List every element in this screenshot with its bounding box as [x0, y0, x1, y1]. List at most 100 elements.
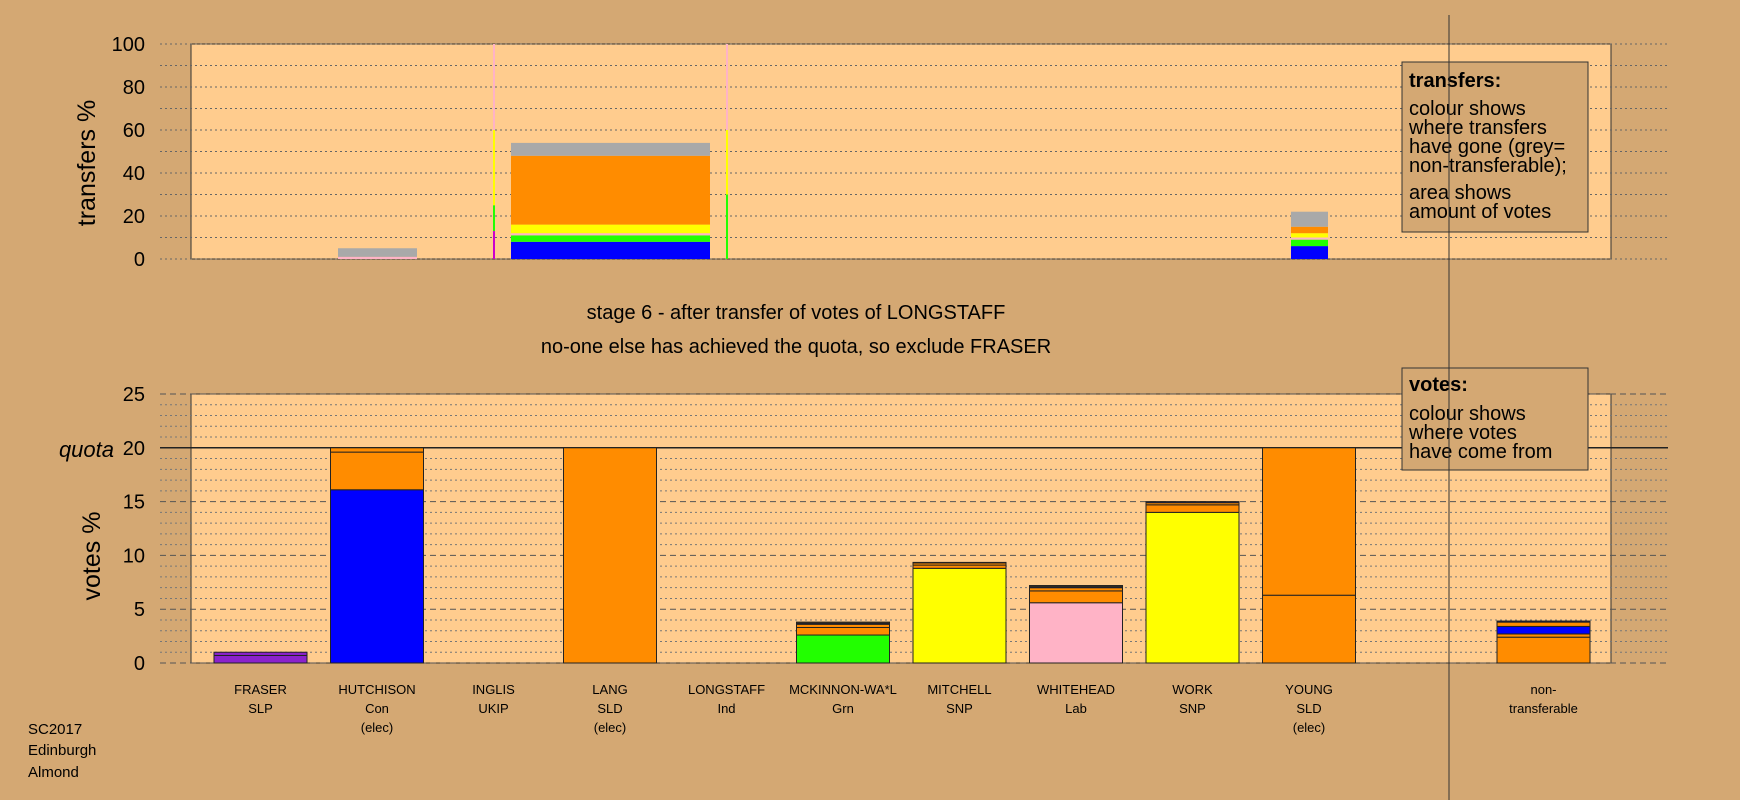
- y-tick-label: 15: [123, 492, 145, 514]
- votes-note-box: [1401, 367, 1589, 471]
- vote-segment-con: [1145, 501, 1240, 504]
- y-tick-label: 5: [134, 599, 145, 621]
- vote-segment-con: [330, 489, 424, 664]
- transfers-note-line: colour shows: [1409, 98, 1526, 120]
- candidate-party: Grn: [832, 701, 854, 716]
- candidate-name: non-: [1530, 682, 1556, 697]
- y-tick-label: 100: [112, 34, 145, 56]
- candidate-party: SLD: [597, 701, 622, 716]
- candidate-name: HUTCHISON: [338, 682, 415, 697]
- transfers-y-ticks: 0 20 40 60 80 100: [112, 34, 145, 271]
- candidate-status: (elec): [594, 720, 627, 735]
- vote-segment-sld: [330, 447, 424, 453]
- candidate-status: (elec): [361, 720, 394, 735]
- vote-segment-con: [912, 561, 1007, 564]
- transfers-note-line: have gone (grey=: [1409, 136, 1565, 158]
- transfers-note-line: where transfers: [1408, 117, 1547, 139]
- candidate-party: SLP: [248, 701, 273, 716]
- vote-segment-sld: [1029, 585, 1123, 588]
- transfer-segment-nontransferable: [338, 248, 417, 257]
- vote-segment-sld: [330, 451, 424, 491]
- footer-council: Edinburgh: [28, 742, 96, 759]
- candidate-name: FRASER: [234, 682, 287, 697]
- vote-segment-con: [1496, 625, 1591, 635]
- votes-note-line: where votes: [1408, 422, 1517, 444]
- vote-segment-sld: [1496, 621, 1591, 627]
- candidate-name: LANG: [592, 682, 627, 697]
- footer-ward: Almond: [28, 764, 79, 781]
- transfers-note-title: transfers:: [1409, 70, 1501, 92]
- candidate-name: LONGSTAFF: [688, 682, 765, 697]
- candidate-party: Ind: [717, 701, 735, 716]
- vote-segment-sld: [1262, 447, 1356, 596]
- transfer-segment-con: [1291, 246, 1328, 259]
- candidate-party: SNP: [1179, 701, 1206, 716]
- vote-segment-con: [1496, 620, 1591, 623]
- candidate-name: MCKINNON-WA*L: [789, 682, 897, 697]
- vote-segment-sld: [563, 447, 657, 664]
- transfers-note-line: area shows: [1409, 182, 1511, 204]
- transfer-segment-sld: [511, 155, 710, 225]
- transfer-segment-snp: [1291, 233, 1328, 238]
- transfers-y-axis-label: transfers %: [73, 100, 101, 226]
- transfer-source-markers: [493, 44, 728, 259]
- transfer-segment-grn: [511, 235, 710, 242]
- quota-label: quota: [59, 437, 114, 462]
- candidate-status: (elec): [1293, 720, 1326, 735]
- transfer-segment-lab: [1291, 237, 1328, 240]
- transfers-panel: 0 20 40 60 80 100 transfers % transfers: colo…: [73, 34, 1668, 271]
- transfer-segment-lab: [511, 233, 710, 236]
- votes-legend-note: votes: colour shows where votes have com…: [1401, 367, 1589, 471]
- vote-segment-lab: [1029, 602, 1123, 664]
- vote-segment-sld: [796, 621, 890, 624]
- candidate-party: SNP: [946, 701, 973, 716]
- vote-segment-sld: [796, 626, 890, 636]
- transfers-note-box: [1401, 61, 1589, 233]
- votes-y-ticks: 0 5 10 15 20 25: [123, 384, 145, 675]
- stage-subtitle: no-one else has achieved the quota, so e…: [541, 336, 1051, 358]
- footer-election: SC2017: [28, 721, 82, 738]
- candidate-name: YOUNG: [1285, 682, 1333, 697]
- transfers-bars: [338, 142, 1328, 259]
- transfer-segment-snp: [511, 224, 710, 234]
- y-tick-label: 0: [134, 249, 145, 271]
- transfers-note-line: non-transferable);: [1409, 155, 1567, 177]
- votes-y-axis-label: votes %: [78, 512, 106, 601]
- transfer-segment-lab: [338, 256, 417, 259]
- candidate-name: MITCHELL: [927, 682, 991, 697]
- votes-panel: 0 5 10 15 20 25 FRASER SLP HUTCHISON Con (elec) IN…: [59, 367, 1668, 735]
- candidate-name: WHITEHEAD: [1037, 682, 1115, 697]
- vote-segment-sld: [1145, 504, 1240, 513]
- candidate-party: Con: [365, 701, 389, 716]
- candidate-name: INGLIS: [472, 682, 515, 697]
- y-tick-label: 40: [123, 163, 145, 185]
- votes-note-line: have come from: [1409, 441, 1552, 463]
- transfer-segment-nontransferable: [511, 142, 710, 156]
- stage-title: stage 6 - after transfer of votes of LON…: [587, 302, 1006, 324]
- transfers-note-line: amount of votes: [1409, 201, 1551, 223]
- candidate-party: Lab: [1065, 701, 1087, 716]
- vote-segment-slp: [213, 654, 308, 664]
- transfers-legend-note: transfers: colour shows where transfers …: [1401, 61, 1589, 233]
- y-tick-label: 0: [134, 653, 145, 675]
- votes-bars: [213, 447, 1591, 664]
- vote-segment-snp: [912, 567, 1007, 664]
- vote-segment-snp: [1145, 511, 1240, 664]
- transfer-segment-grn: [1291, 239, 1328, 247]
- y-tick-label: 80: [123, 77, 145, 99]
- transfer-segment-nontransferable: [1291, 211, 1328, 227]
- vote-segment-sld: [1029, 590, 1123, 604]
- candidate-party: SLD: [1296, 701, 1321, 716]
- votes-note-line: colour shows: [1409, 403, 1526, 425]
- votes-plot-area: [190, 393, 1612, 664]
- transfer-segment-sld: [1291, 226, 1328, 234]
- y-tick-label: 20: [123, 206, 145, 228]
- vote-segment-slp: [213, 651, 308, 656]
- y-tick-label: 25: [123, 384, 145, 406]
- candidate-name: WORK: [1172, 682, 1213, 697]
- votes-note-title: votes:: [1409, 374, 1468, 396]
- y-tick-label: 20: [123, 438, 145, 460]
- y-tick-label: 60: [123, 120, 145, 142]
- candidate-labels: FRASER SLP HUTCHISON Con (elec) INGLIS UKIP LAN…: [234, 682, 1578, 735]
